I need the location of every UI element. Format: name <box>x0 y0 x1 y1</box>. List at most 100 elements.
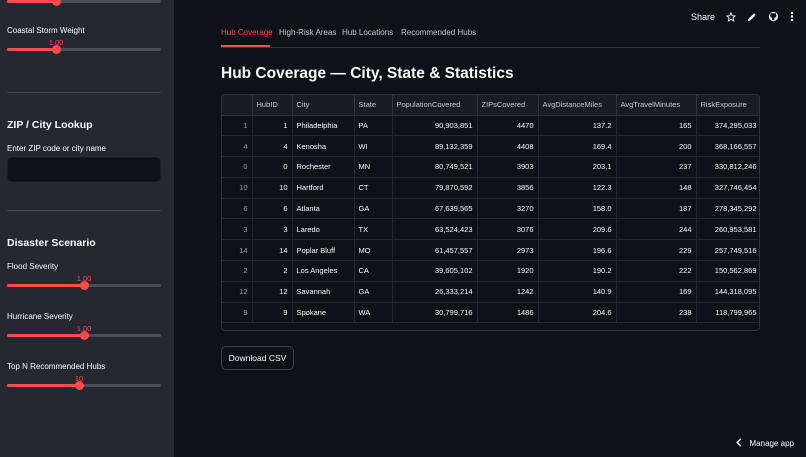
tab-hub-locations[interactable]: Hub Locations <box>342 28 394 37</box>
table-cell[interactable]: CA <box>354 260 393 282</box>
table-cell[interactable]: 26,333,214 <box>392 281 478 303</box>
table-cell[interactable]: 1242 <box>477 281 539 303</box>
table-cell[interactable]: 165 <box>616 115 697 137</box>
table-row[interactable]: 1 1 Philadelphia PA 90,903,851 4470 137.2 165 37… <box>222 115 759 137</box>
table-cell[interactable]: 190.2 <box>538 260 617 282</box>
table-cell[interactable]: 257,749,516 <box>696 239 759 262</box>
table-cell[interactable]: Philadelphia <box>292 115 355 137</box>
table-cell[interactable]: MO <box>354 239 393 262</box>
table-cell[interactable]: 14 <box>252 239 293 262</box>
table-cell[interactable]: 2973 <box>477 239 539 262</box>
star-icon[interactable] <box>726 11 736 22</box>
table-cell[interactable]: PA <box>354 115 393 137</box>
table-cell[interactable]: 144,318,095 <box>696 281 759 303</box>
table-cell[interactable]: 158.0 <box>538 198 617 220</box>
table-cell[interactable]: 374,295,033 <box>696 115 759 137</box>
column-header-population[interactable]: PopulationCovered <box>392 95 478 116</box>
column-header-hubid[interactable]: HubID <box>252 95 293 116</box>
table-cell[interactable]: CT <box>354 177 393 199</box>
table-cell[interactable]: Atlanta <box>292 198 355 220</box>
table-cell[interactable]: 278,345,292 <box>696 198 759 220</box>
row-index-cell[interactable]: 0 <box>222 156 253 178</box>
table-cell[interactable]: 137.2 <box>538 115 617 137</box>
column-header-index[interactable] <box>222 95 253 116</box>
tab-recommended-hubs[interactable]: Recommended Hubs <box>401 28 477 37</box>
row-index-cell[interactable]: 3 <box>222 218 253 241</box>
column-header-risk-exposure[interactable]: RiskExposure <box>696 95 759 116</box>
table-row[interactable]: 6 6 Atlanta GA 67,639,565 3270 158.0 187 278,345… <box>222 198 759 220</box>
table-cell[interactable]: Spokane <box>292 302 355 324</box>
table-cell[interactable]: 90,903,851 <box>392 115 478 137</box>
table-cell[interactable]: 80,749,521 <box>392 156 478 178</box>
table-cell[interactable]: 79,870,592 <box>392 177 478 199</box>
table-cell[interactable]: 3076 <box>477 218 539 241</box>
table-cell[interactable]: Savannah <box>292 281 355 303</box>
table-cell[interactable]: 1920 <box>477 260 539 282</box>
table-cell[interactable]: 39,605,102 <box>392 260 478 282</box>
table-cell[interactable]: 368,166,557 <box>696 135 759 158</box>
slider-thumb[interactable] <box>80 331 89 340</box>
table-cell[interactable]: 10 <box>252 177 293 199</box>
table-row[interactable]: 3 3 Laredo TX 63,524,423 3076 209.6 244 260,953,… <box>222 218 759 241</box>
table-cell[interactable]: 67,639,565 <box>392 198 478 220</box>
github-icon[interactable] <box>768 11 779 22</box>
row-index-cell[interactable]: 4 <box>222 135 253 158</box>
table-cell[interactable]: 63,524,423 <box>392 218 478 241</box>
slider-thumb[interactable] <box>52 0 61 6</box>
table-cell[interactable]: 150,562,869 <box>696 260 759 282</box>
table-cell[interactable]: 140.9 <box>538 281 617 303</box>
table-row[interactable]: 10 10 Hartford CT 79,870,592 3856 122.3 148 327,… <box>222 177 759 199</box>
table-cell[interactable]: 4408 <box>477 135 539 158</box>
slider-thumb[interactable] <box>80 281 89 290</box>
table-row[interactable]: 12 12 Savannah GA 26,333,214 1242 140.9 169 144,… <box>222 281 759 303</box>
share-button[interactable]: Share <box>690 11 715 22</box>
table-cell[interactable]: 238 <box>616 302 697 324</box>
table-cell[interactable]: 3270 <box>477 198 539 220</box>
row-index-cell[interactable]: 10 <box>222 177 253 199</box>
table-cell[interactable]: Poplar Bluff <box>292 239 355 262</box>
table-cell[interactable]: 4 <box>252 135 293 158</box>
flood-severity-slider[interactable]: 1.00 <box>7 274 161 294</box>
table-cell[interactable]: 204.6 <box>538 302 617 324</box>
table-cell[interactable]: 330,812,246 <box>696 156 759 178</box>
table-cell[interactable]: 0 <box>252 156 293 178</box>
table-cell[interactable]: 1 <box>252 115 293 137</box>
table-cell[interactable]: 196.6 <box>538 239 617 262</box>
table-cell[interactable]: 3 <box>252 218 293 241</box>
table-row[interactable]: 14 14 Poplar Bluff MO 61,457,557 2973 196.6 229… <box>222 239 759 262</box>
table-cell[interactable]: 222 <box>616 260 697 282</box>
coastal-storm-weight-slider[interactable]: 1.00 <box>7 38 161 58</box>
slider-thumb[interactable] <box>52 45 61 54</box>
table-cell[interactable]: 122.3 <box>538 177 617 199</box>
table-cell[interactable]: MN <box>354 156 393 178</box>
table-cell[interactable]: 9 <box>252 302 293 324</box>
row-index-cell[interactable]: 1 <box>222 115 253 137</box>
top-weight-slider[interactable] <box>7 0 161 10</box>
table-cell[interactable]: 1486 <box>477 302 539 324</box>
table-row[interactable]: 9 9 Spokane WA 30,799,716 1486 204.6 238 118,799… <box>222 302 759 324</box>
table-cell[interactable]: Laredo <box>292 218 355 241</box>
table-cell[interactable]: 89,132,359 <box>392 135 478 158</box>
table-row[interactable]: 4 4 Kenosha WI 89,132,359 4408 169.4 200 368,166… <box>222 135 759 158</box>
table-cell[interactable]: WA <box>354 302 393 324</box>
table-cell[interactable]: 327,746,454 <box>696 177 759 199</box>
table-cell[interactable]: 187 <box>616 198 697 220</box>
table-cell[interactable]: 200 <box>616 135 697 158</box>
more-menu-icon[interactable] <box>790 11 794 22</box>
table-cell[interactable]: 169 <box>616 281 697 303</box>
tab-hub-coverage[interactable]: Hub Coverage <box>221 28 273 37</box>
table-cell[interactable]: Kenosha <box>292 135 355 158</box>
table-cell[interactable]: GA <box>354 198 393 220</box>
edit-pencil-icon[interactable] <box>747 12 757 22</box>
table-cell[interactable]: 61,457,557 <box>392 239 478 262</box>
table-cell[interactable]: GA <box>354 281 393 303</box>
table-cell[interactable]: 3903 <box>477 156 539 178</box>
table-cell[interactable]: 209.6 <box>538 218 617 241</box>
table-row[interactable]: 0 0 Rochester MN 80,749,521 3903 203.1 237 330,8… <box>222 156 759 178</box>
row-index-cell[interactable]: 14 <box>222 239 253 262</box>
row-index-cell[interactable]: 12 <box>222 281 253 303</box>
slider-thumb[interactable] <box>75 381 84 390</box>
table-cell[interactable]: Hartford <box>292 177 355 199</box>
hurricane-severity-slider[interactable]: 1.00 <box>7 324 161 344</box>
table-cell[interactable]: TX <box>354 218 393 241</box>
